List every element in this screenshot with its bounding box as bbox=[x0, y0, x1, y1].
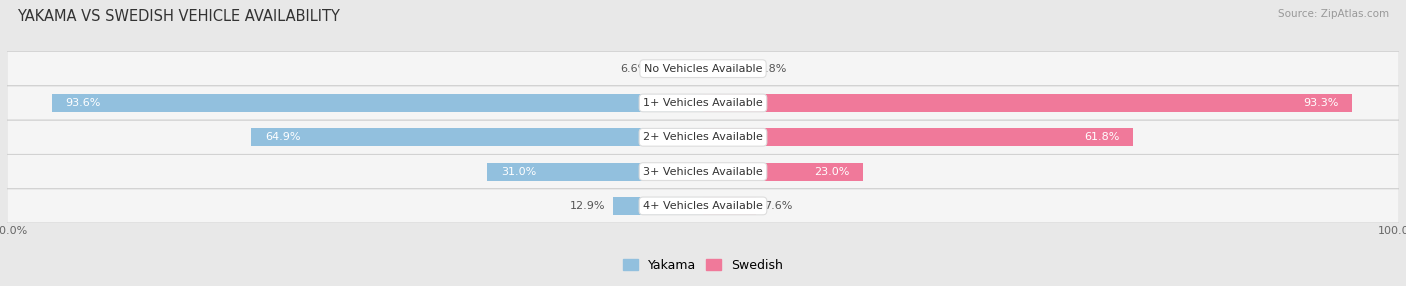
Bar bbox=[703, 128, 1133, 146]
Text: 7.6%: 7.6% bbox=[765, 201, 793, 211]
Text: 2+ Vehicles Available: 2+ Vehicles Available bbox=[643, 132, 763, 142]
FancyBboxPatch shape bbox=[7, 189, 1399, 223]
Bar bbox=[703, 197, 756, 215]
FancyBboxPatch shape bbox=[7, 86, 1399, 120]
Text: 64.9%: 64.9% bbox=[266, 132, 301, 142]
FancyBboxPatch shape bbox=[7, 52, 1399, 86]
Bar bbox=[488, 163, 703, 180]
Text: 6.8%: 6.8% bbox=[759, 64, 787, 74]
Bar bbox=[52, 94, 703, 112]
FancyBboxPatch shape bbox=[7, 155, 1399, 188]
FancyBboxPatch shape bbox=[7, 120, 1399, 154]
Bar bbox=[703, 163, 863, 180]
Text: 6.6%: 6.6% bbox=[620, 64, 648, 74]
Text: 61.8%: 61.8% bbox=[1084, 132, 1119, 142]
Bar bbox=[657, 60, 703, 78]
Text: Source: ZipAtlas.com: Source: ZipAtlas.com bbox=[1278, 9, 1389, 19]
Text: 93.6%: 93.6% bbox=[66, 98, 101, 108]
Text: 12.9%: 12.9% bbox=[569, 201, 605, 211]
Text: 31.0%: 31.0% bbox=[501, 167, 537, 176]
Legend: Yakama, Swedish: Yakama, Swedish bbox=[623, 259, 783, 272]
Text: 23.0%: 23.0% bbox=[814, 167, 849, 176]
Bar bbox=[703, 94, 1353, 112]
Text: 93.3%: 93.3% bbox=[1303, 98, 1339, 108]
Text: 3+ Vehicles Available: 3+ Vehicles Available bbox=[643, 167, 763, 176]
Text: No Vehicles Available: No Vehicles Available bbox=[644, 64, 762, 74]
Bar bbox=[703, 60, 751, 78]
Text: 4+ Vehicles Available: 4+ Vehicles Available bbox=[643, 201, 763, 211]
Bar bbox=[252, 128, 703, 146]
Text: YAKAMA VS SWEDISH VEHICLE AVAILABILITY: YAKAMA VS SWEDISH VEHICLE AVAILABILITY bbox=[17, 9, 340, 23]
Bar bbox=[613, 197, 703, 215]
Text: 1+ Vehicles Available: 1+ Vehicles Available bbox=[643, 98, 763, 108]
